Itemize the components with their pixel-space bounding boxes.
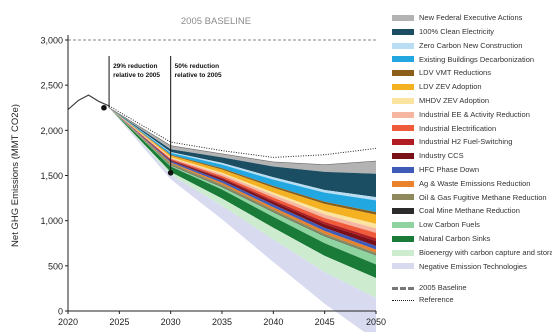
legend-item-industrial-electrification: Industrial Electrification [392, 122, 496, 134]
legend-label: 100% Clean Electricity [419, 27, 495, 37]
chart-title: 2005 BASELINE [181, 16, 251, 27]
band-100-clean-electricity [109, 107, 377, 198]
legend-line-swatch [392, 286, 414, 290]
legend-label: Industrial H2 Fuel-Switching [419, 137, 513, 147]
legend-item-ag-waste-emissions-reduction: Ag & Waste Emissions Reduction [392, 178, 530, 190]
legend-swatch [392, 263, 414, 270]
legend-item-oil-gas-fugitive-methane-reduction: Oil & Gas Fugitive Methane Reduction [392, 191, 547, 203]
legend-label: Coal Mine Methane Reduction [419, 206, 520, 216]
legend-label: LDV VMT Reductions [419, 68, 491, 78]
legend-label: 2005 Baseline [419, 283, 467, 293]
x-tick-label-2045: 2045 [315, 317, 335, 327]
legend-label: HFC Phase Down [419, 165, 480, 175]
legend-item-industry-ccs: Industry CCS [392, 150, 464, 162]
legend-label: Zero Carbon New Construction [419, 40, 523, 50]
legend-item-hfc-phase-down: HFC Phase Down [392, 164, 479, 176]
y-tick-label-1000: 1,000 [40, 216, 63, 226]
y-axis-label: Net GHG Emissions (MMT CO2e) [10, 104, 21, 247]
legend-label: LDV ZEV Adoption [419, 82, 482, 92]
x-tick-label-2020: 2020 [58, 317, 78, 327]
marker-point-1 [101, 104, 107, 111]
legend-swatch [392, 180, 414, 187]
policy-path-line [108, 107, 377, 165]
legend-item-new-federal-executive-actions: New Federal Executive Actions [392, 12, 522, 24]
x-tick-label-2030: 2030 [161, 317, 181, 327]
legend-swatch [392, 42, 414, 49]
legend-item-industrial-ee-activity-reduction: Industrial EE & Activity Reduction [392, 109, 530, 121]
legend-label: Industrial Electrification [419, 123, 497, 133]
legend-swatch [392, 222, 414, 228]
legend-item-zero-carbon-new-construction: Zero Carbon New Construction [392, 40, 522, 52]
legend-item-negative-emission-technologies: Negative Emission Technologies [392, 260, 527, 272]
annotation-1-line-2: relative to 2005 [113, 72, 160, 79]
legend-swatch [392, 28, 414, 35]
legend-label: New Federal Executive Actions [419, 13, 523, 23]
reference-line [108, 105, 377, 158]
annotation-1-line-1: 29% reduction [113, 63, 157, 70]
legend-swatch [392, 56, 414, 63]
y-tick-label-500: 500 [48, 261, 63, 271]
y-tick-label-2500: 2,500 [40, 81, 63, 91]
legend-item-baseline: 2005 Baseline [392, 282, 467, 294]
legend-item-ldv-vmt-reductions: LDV VMT Reductions [392, 67, 491, 79]
annotation-2-line-1: 50% reduction [175, 63, 219, 70]
legend-swatch [392, 194, 414, 201]
legend-label: Industrial EE & Activity Reduction [419, 109, 530, 119]
legend-item-reference: Reference [392, 294, 454, 306]
legend-item-ldv-zev-adoption: LDV ZEV Adoption [392, 81, 482, 93]
legend-label: Industry CCS [419, 151, 464, 161]
band-low-carbon-fuels [109, 107, 377, 265]
legend-item-mhdv-zev-adoption: MHDV ZEV Adoption [392, 95, 489, 107]
legend-swatch [392, 97, 414, 104]
legend-item-industrial-h2-fuel-switching: Industrial H2 Fuel-Switching [392, 136, 512, 148]
legend-label: Natural Carbon Sinks [419, 234, 491, 244]
legend-item-bioenergy-with-carbon-capture-and-storage: Bioenergy with carbon capture and storag… [392, 247, 552, 259]
x-tick-label-2050: 2050 [366, 317, 386, 327]
annotation-2-line-2: relative to 2005 [175, 72, 222, 79]
legend-label: Low Carbon Fuels [419, 220, 480, 230]
x-tick-label-2035: 2035 [212, 317, 232, 327]
legend-swatch [392, 153, 414, 159]
legend-line-swatch [392, 299, 414, 301]
band-industrial-electrification [109, 107, 377, 239]
band-bioenergy-with-carbon-capture-and-storage [109, 107, 377, 298]
legend-swatch [392, 139, 414, 146]
legend-label: Oil & Gas Fugitive Methane Reduction [419, 192, 547, 202]
legend-item-coal-mine-methane-reduction: Coal Mine Methane Reduction [392, 205, 520, 217]
legend-item-natural-carbon-sinks: Natural Carbon Sinks [392, 233, 490, 245]
legend-label: Existing Buildings Decarbonization [419, 54, 535, 64]
legend-swatch [392, 15, 414, 21]
band-natural-carbon-sinks [109, 107, 377, 279]
legend-swatch [392, 235, 414, 242]
legend-label: Negative Emission Technologies [419, 261, 527, 271]
legend-swatch [392, 166, 414, 173]
y-tick-label-0: 0 [58, 307, 63, 317]
legend-item-low-carbon-fuels: Low Carbon Fuels [392, 219, 480, 231]
legend-swatch [392, 208, 414, 215]
legend-swatch [392, 84, 414, 90]
legend-label: Bioenergy with carbon capture and storag… [419, 247, 552, 257]
legend-item-100-clean-electricity: 100% Clean Electricity [392, 26, 494, 38]
band-negative-emission-technologies [109, 107, 376, 332]
y-tick-label-2000: 2,000 [40, 126, 63, 136]
history-line [67, 94, 110, 111]
legend-swatch [392, 125, 414, 132]
legend-item-existing-buildings-decarbonization: Existing Buildings Decarbonization [392, 53, 534, 65]
legend-label: Reference [419, 295, 454, 305]
band-existing-buildings-decarbonization [109, 107, 377, 213]
y-tick-label-1500: 1,500 [40, 171, 63, 181]
band-ldv-zev-adoption [109, 107, 377, 224]
marker-point-2 [167, 169, 174, 176]
legend-swatch [392, 111, 414, 118]
x-tick-label-2025: 2025 [109, 317, 129, 327]
x-tick-label-2040: 2040 [263, 317, 283, 327]
y-tick-label-3000: 3,000 [40, 36, 63, 46]
legend-swatch [392, 70, 414, 77]
legend-label: MHDV ZEV Adoption [419, 96, 490, 106]
legend-label: Ag & Waste Emissions Reduction [419, 178, 531, 188]
legend-swatch [392, 249, 414, 256]
